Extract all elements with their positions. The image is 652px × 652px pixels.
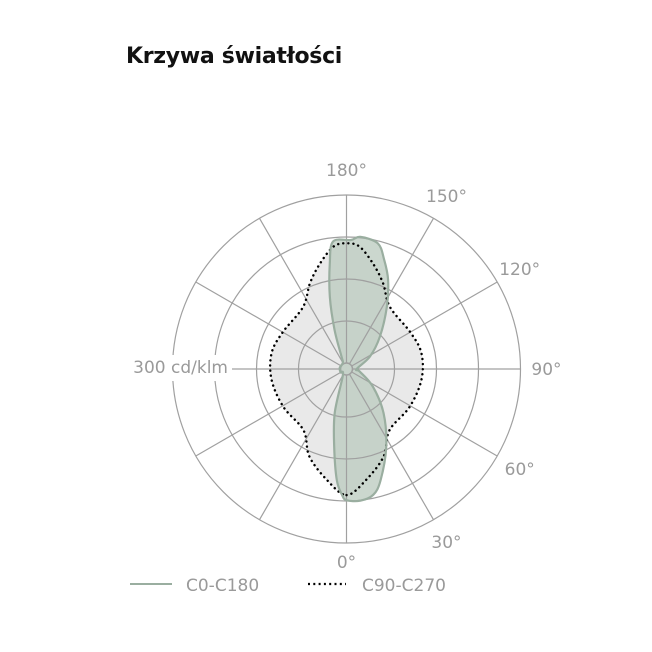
angle-label: 0°	[337, 553, 356, 573]
legend-label-c0: C0-C180	[186, 576, 259, 596]
grid-spoke	[195, 371, 342, 457]
grid-spoke	[195, 281, 342, 367]
legend: C0-C180 C90-C270	[130, 576, 446, 596]
grid-spoke	[351, 281, 498, 367]
radial-label: 300 cd/klm	[133, 358, 228, 378]
grid-spoke	[348, 218, 435, 365]
angle-label: 120°	[499, 260, 540, 280]
series-fill-c0-c180	[329, 236, 389, 502]
angle-label: 150°	[426, 187, 467, 207]
series-line-c0-c180	[328, 235, 390, 503]
grid-spoke	[351, 371, 498, 457]
legend-label-c90: C90-C270	[362, 576, 446, 596]
chart-title: Krzywa światłości	[126, 44, 343, 69]
grid-spoke	[258, 373, 345, 520]
radial-label-background	[110, 355, 232, 381]
angle-label: 60°	[505, 460, 535, 480]
grid-spoke	[348, 373, 435, 520]
angle-label: 90°	[531, 360, 561, 380]
series-line-c90-c270	[268, 242, 425, 497]
grid-spoke	[258, 218, 345, 365]
angle-label: 30°	[431, 533, 461, 553]
angle-label: 180°	[326, 161, 367, 181]
